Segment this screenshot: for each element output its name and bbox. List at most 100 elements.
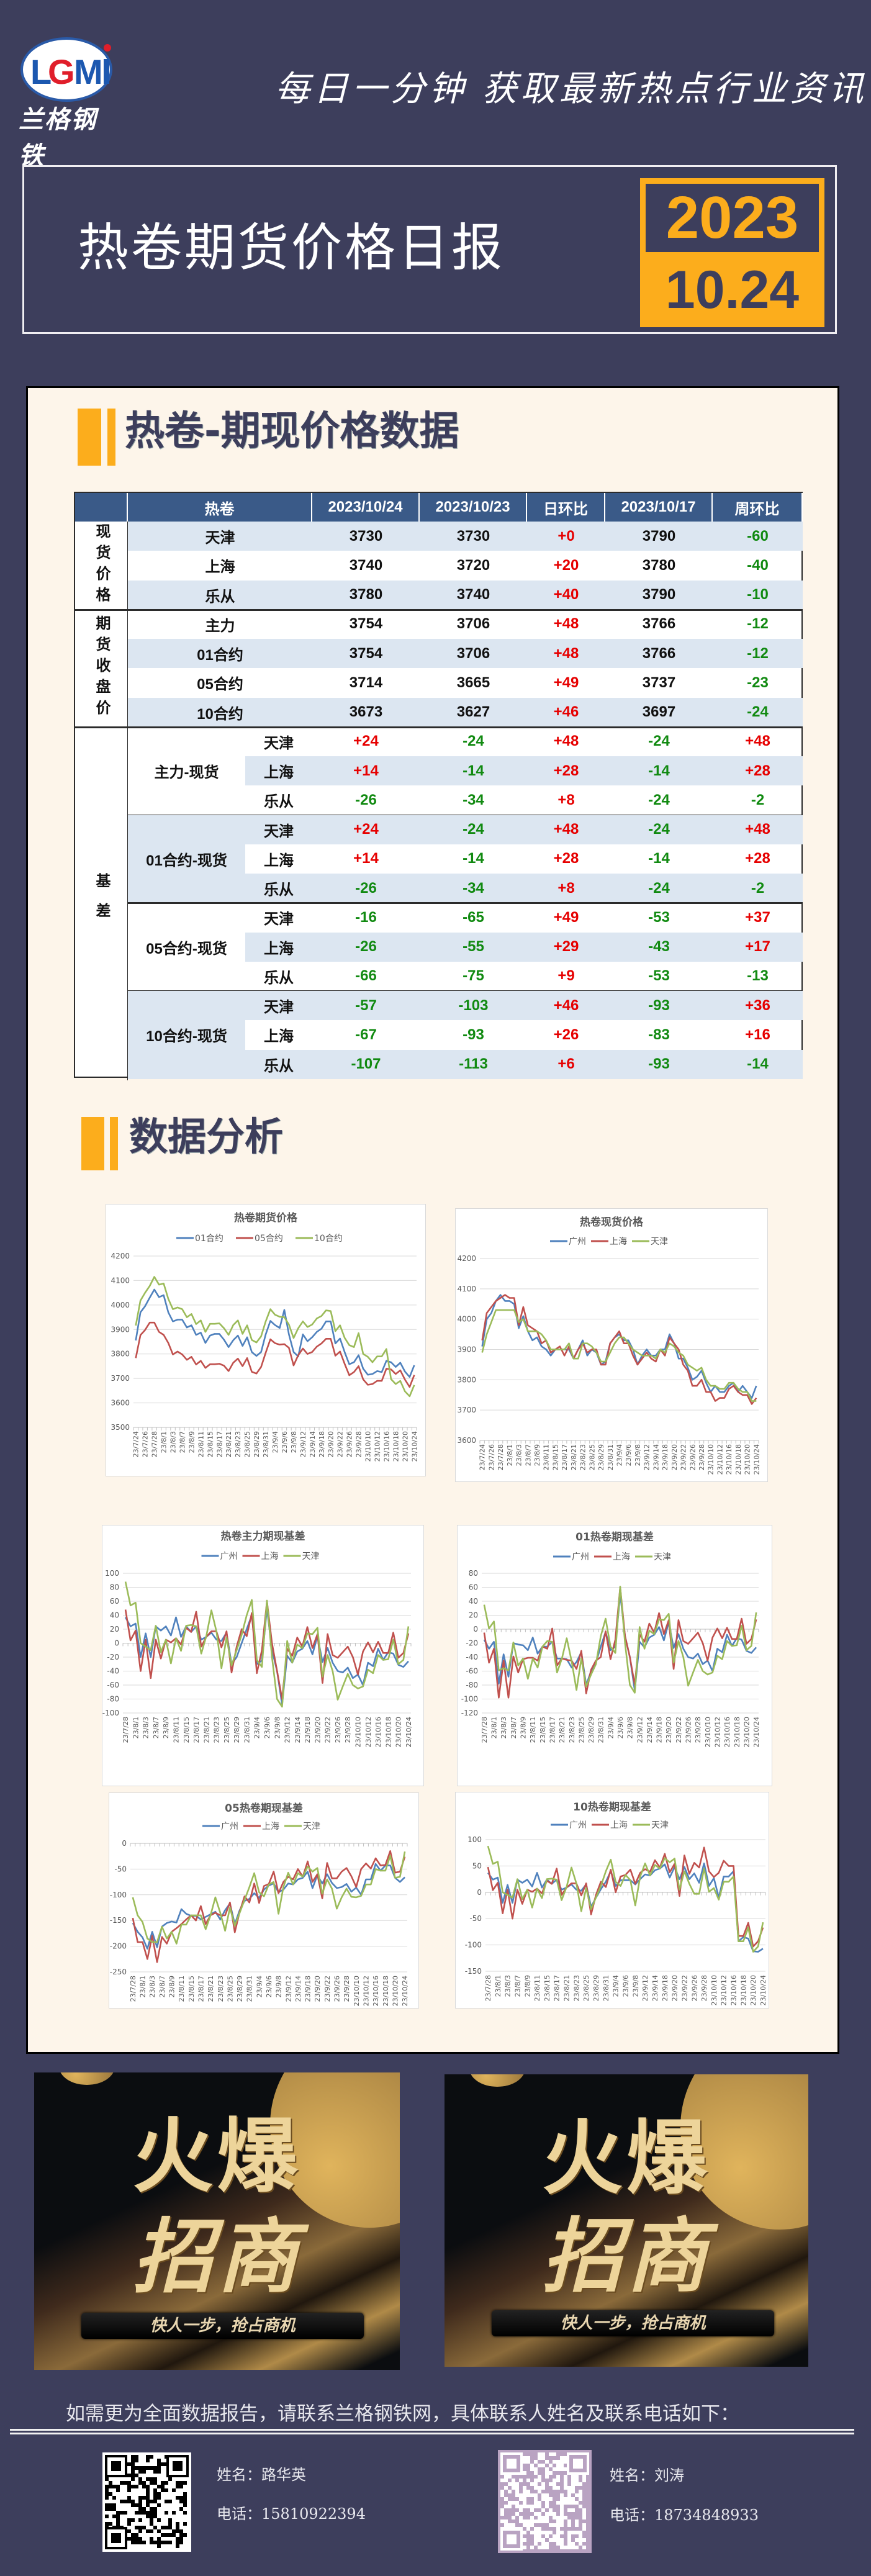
y-tick-label: 3900 [111,1325,130,1334]
qr-module [556,2538,560,2542]
qr-module [127,2518,131,2522]
x-tick-label: 23/9/4 [253,1717,261,1738]
svg-text:M: M [74,52,103,91]
qr-module [538,2520,541,2523]
qr-module [153,2492,157,2496]
x-tick-label: 23/8/23 [234,1431,242,1457]
x-tick-label: 23/9/14 [651,1975,659,2001]
qr-finder [573,2459,583,2469]
ad-banner[interactable]: 火爆 招商 快人一步，抢占商机 [445,2074,808,2367]
qr-module [556,2520,560,2523]
x-tick-label: 23/9/8 [631,1975,639,1997]
qr-module [560,2467,564,2471]
qr-module [545,2542,549,2546]
qr-module [146,2515,150,2518]
table-value: 3737 [642,674,676,691]
section-label-basis-text: 基差 [93,873,110,933]
qr-module [553,2523,556,2527]
qr-module [168,2541,172,2544]
qr-module [545,2534,549,2538]
table-value: 3766 [642,615,676,633]
x-tick-label: 23/10/16 [723,1717,731,1747]
x-tick-label: 23/9/6 [625,1444,633,1466]
qr-module [124,2511,127,2515]
qr-module [538,2475,541,2479]
qr-module [575,2475,579,2479]
qr-module [545,2505,549,2508]
qr-module [105,2496,109,2500]
qr-module [534,2460,538,2464]
qr-module [112,2503,116,2507]
qr-module [541,2516,545,2520]
qr-module [530,2546,534,2549]
qr-module [109,2503,112,2507]
table-value: 3740 [420,580,527,610]
qr-module [519,2508,523,2512]
qr-module [153,2526,157,2529]
x-tick-label: 23/8/29 [592,1975,600,2001]
qr-module [523,2501,526,2505]
svg-text:L: L [30,52,52,91]
y-tick-label: 0 [473,1625,478,1634]
qr-module [538,2546,541,2549]
x-tick-label: 23/8/11 [172,1717,180,1743]
date-badge: 2023 10.24 [640,178,824,327]
legend-label: 天津 [303,1822,320,1832]
x-tick-label: 23/9/8 [275,1976,283,1997]
qr-module [541,2493,545,2497]
qr-module [579,2490,582,2493]
x-tick-label: 23/10/16 [730,1975,738,2005]
qr-code-icon[interactable] [102,2452,191,2552]
qr-module [504,2497,508,2501]
row-label: 乐从 [128,580,312,610]
qr-module [534,2534,538,2538]
row-label: 01合约 [128,639,312,669]
qr-module [109,2481,112,2485]
table-value: 3740 [349,556,383,574]
x-tick-label: 23/8/9 [520,1717,528,1738]
x-tick-label: 23/9/28 [700,1975,708,2001]
qr-module [515,2501,519,2505]
qr-module [541,2464,545,2467]
qr-module [150,2529,153,2533]
qr-module [523,2497,526,2501]
x-tick-label: 23/8/17 [197,1976,205,2002]
qr-module [534,2538,538,2542]
table-value: -13 [747,967,769,985]
ad-banner[interactable]: 火爆 招商 快人一步，抢占商机 [34,2072,400,2370]
qr-module [523,2523,526,2527]
qr-module [534,2505,538,2508]
x-tick-label: 23/9/12 [284,1976,292,2002]
x-tick-label: 23/10/10 [704,1717,712,1747]
slogan: 每日一分钟 获取最新热点行业资讯 [275,69,867,109]
table-value: +40 [527,580,605,610]
qr-module [161,2533,165,2537]
x-tick-label: 23/8/21 [563,1975,571,2001]
x-tick-label: 23/8/15 [539,1717,547,1743]
qr-module [564,2516,567,2520]
section-marker-icon [78,409,101,466]
qr-module [179,2507,183,2511]
x-tick-label: 23/9/20 [665,1717,673,1743]
qr-module [157,2518,161,2522]
table-value: -66 [355,967,377,985]
qr-module [530,2516,534,2520]
qr-module [556,2460,560,2464]
table-value: +49 [553,908,579,926]
legend-label: 天津 [651,1820,669,1830]
qr-module [538,2464,541,2467]
qr-module [549,2452,553,2456]
qr-module [165,2481,168,2485]
qr-module [138,2470,142,2474]
qr-module [135,2533,138,2537]
x-tick-label: 23/9/14 [652,1444,660,1470]
qr-finder [111,2461,121,2471]
section-divider [75,608,803,611]
qr-module [545,2512,549,2516]
legend-label: 上海 [261,1552,279,1561]
x-tick-label: 23/7/28 [497,1444,505,1470]
qr-module [153,2541,157,2544]
qr-module [153,2496,157,2500]
row-label: 10合约 [128,697,312,727]
wechat-qr-code-icon[interactable] [498,2450,592,2553]
